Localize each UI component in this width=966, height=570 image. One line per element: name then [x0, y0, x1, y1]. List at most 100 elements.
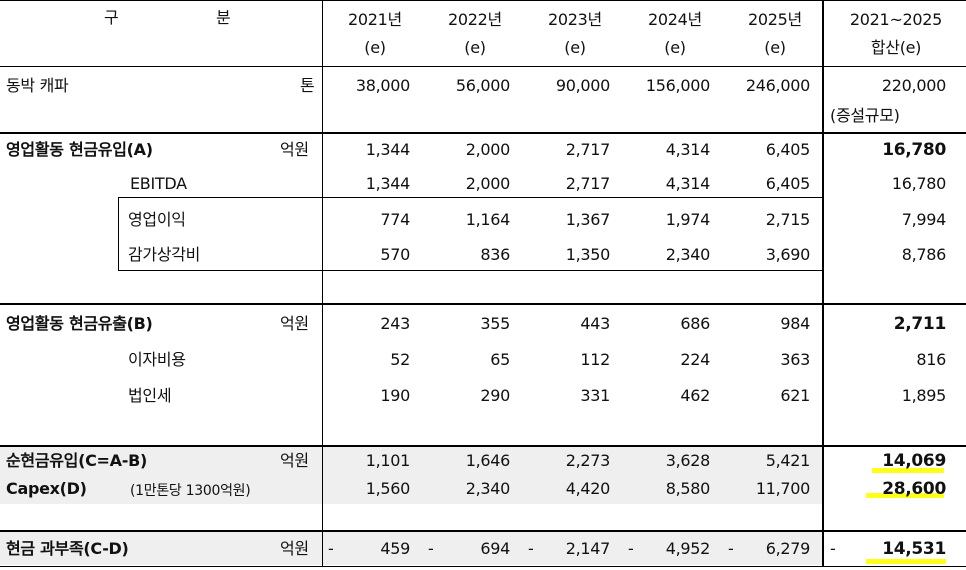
value-cell: 1,646	[465, 451, 511, 470]
value-cell: 1,344	[365, 174, 411, 193]
value-cell: 290	[480, 386, 510, 405]
total-cell: 28,600	[882, 479, 946, 499]
year-subheader: (e)	[764, 38, 786, 57]
row-unit: 억원	[280, 539, 309, 558]
minus-sign: -	[328, 539, 334, 558]
grid-line	[0, 445, 966, 447]
total-subheader: 합산(e)	[870, 38, 922, 57]
total-cell: 16,780	[882, 140, 946, 160]
value-cell: 224	[680, 350, 710, 369]
highlight-mark	[866, 559, 946, 564]
value-cell: 686	[680, 314, 710, 333]
total-header: 2021~2025	[849, 10, 943, 29]
value-cell: 1,974	[665, 210, 711, 229]
total-cell: 7,994	[901, 210, 947, 229]
value-cell: 1,164	[465, 210, 511, 229]
row-label: 영업이익	[128, 210, 186, 229]
row-label: 현금 과부족(C-D)	[6, 539, 129, 558]
grid-line	[0, 66, 966, 67]
value-cell: 443	[580, 314, 610, 333]
highlight-mark	[872, 468, 944, 473]
grid-line	[0, 530, 966, 532]
value-cell: 2,715	[765, 210, 811, 229]
value-cell: 4,420	[565, 479, 611, 498]
minus-sign: -	[830, 539, 836, 558]
minus-sign: -	[628, 539, 634, 558]
row-label: 동박 캐파	[6, 76, 69, 95]
grid-line	[822, 0, 824, 567]
value-cell: 570	[380, 245, 410, 264]
header-label: 분	[216, 8, 231, 27]
grid-line	[118, 197, 824, 198]
year-header: 2023년	[548, 10, 602, 29]
total-cell: 14,069	[882, 451, 946, 471]
minus-sign: -	[528, 539, 534, 558]
row-label: 순현금유입(C=A-B)	[6, 451, 147, 470]
year-header: 2022년	[448, 10, 502, 29]
minus-sign: -	[428, 539, 434, 558]
total-cell: 816	[916, 350, 946, 369]
value-cell: 3,628	[665, 451, 711, 470]
value-cell: 355	[480, 314, 510, 333]
total-cell: 2,711	[893, 314, 947, 334]
total-cell: 1,895	[901, 386, 947, 405]
net-row-shade	[0, 446, 822, 504]
shortfall-row-shade	[0, 531, 822, 565]
grid-line	[0, 0, 966, 1]
value-cell: 6,405	[765, 140, 811, 159]
value-cell: 246,000	[745, 76, 810, 95]
header-label: 구	[104, 8, 119, 27]
value-cell: 38,000	[355, 76, 410, 95]
value-cell: 90,000	[555, 76, 610, 95]
year-subheader: (e)	[464, 38, 486, 57]
row-label: 영업활동 현금유입(A)	[6, 140, 153, 159]
value-cell: 1,344	[365, 140, 411, 159]
year-subheader: (e)	[364, 38, 386, 57]
value-cell: 1,560	[365, 479, 411, 498]
value-cell: 5,421	[765, 451, 811, 470]
total-cell: 16,780	[891, 174, 946, 193]
total-cell: 220,000	[881, 76, 946, 95]
grid-line	[0, 566, 966, 567]
value-cell: 774	[380, 210, 410, 229]
value-cell: 459	[380, 539, 410, 558]
value-cell: 984	[780, 314, 810, 333]
value-cell: 3,690	[765, 245, 811, 264]
value-cell: 694	[480, 539, 510, 558]
row-label: 감가상각비	[128, 245, 201, 264]
value-cell: 112	[580, 350, 610, 369]
row-label: EBITDA	[130, 174, 187, 193]
value-cell: 243	[380, 314, 410, 333]
year-header: 2024년	[648, 10, 702, 29]
value-cell: 156,000	[645, 76, 710, 95]
value-cell: 836	[480, 245, 510, 264]
value-cell: 462	[680, 386, 710, 405]
year-subheader: (e)	[564, 38, 586, 57]
value-cell: 56,000	[455, 76, 510, 95]
total-cell: 14,531	[882, 539, 946, 559]
value-cell: 2,147	[565, 539, 611, 558]
row-label: 영업활동 현금유출(B)	[6, 314, 153, 333]
value-cell: 2,717	[565, 140, 611, 159]
value-cell: 2,717	[565, 174, 611, 193]
year-subheader: (e)	[664, 38, 686, 57]
value-cell: 2,000	[465, 174, 511, 193]
grid-line	[0, 132, 966, 134]
value-cell: 6,279	[765, 539, 811, 558]
value-cell: 331	[580, 386, 610, 405]
grid-line	[118, 197, 119, 271]
year-header: 2025년	[748, 10, 802, 29]
row-unit: 억원	[280, 140, 309, 159]
row-label: Capex(D)	[6, 479, 87, 498]
value-cell: 190	[380, 386, 410, 405]
value-cell: 6,405	[765, 174, 811, 193]
value-cell: 4,314	[665, 174, 711, 193]
value-cell: 4,314	[665, 140, 711, 159]
value-cell: 52	[390, 350, 410, 369]
row-unit: 억원	[280, 314, 309, 333]
value-cell: 363	[780, 350, 810, 369]
grid-line	[118, 270, 824, 271]
highlight-mark	[866, 493, 944, 498]
grid-line	[0, 303, 966, 305]
